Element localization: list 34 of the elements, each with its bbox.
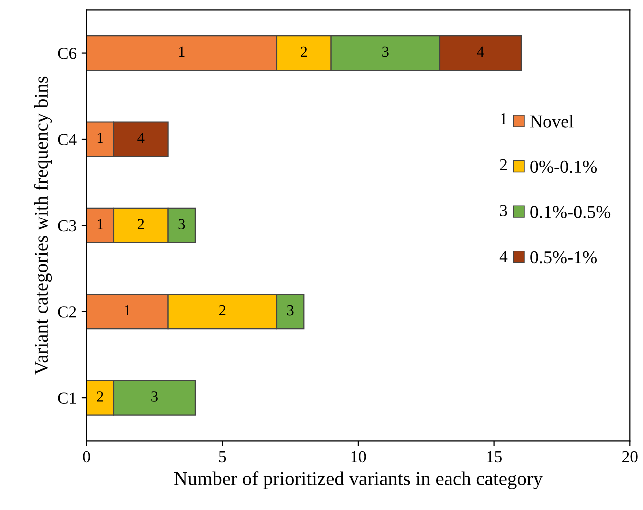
y-tick-label: C4 — [58, 134, 77, 146]
annotation: 4 — [477, 46, 484, 57]
annotation: 3 — [500, 205, 508, 216]
y-axis-title: Variant categories with frequency bins — [34, 76, 52, 376]
annotation: 3 — [152, 392, 158, 402]
annotation: 3 — [287, 305, 294, 316]
annotation: 2 — [97, 392, 104, 402]
legend-label: 0.5%-1% — [530, 251, 598, 264]
y-tick-label: C1 — [58, 392, 76, 404]
x-tick-label: 0 — [83, 451, 90, 463]
annotation: 1 — [125, 305, 130, 316]
annotation: 4 — [500, 251, 508, 262]
annotation: 3 — [178, 219, 186, 230]
annotation: 2 — [219, 305, 226, 316]
y-tick-label: C6 — [58, 48, 77, 60]
legend-label: 0.1%-0.5% — [530, 206, 611, 218]
x-axis-title: Number of prioritized variants in each category — [174, 472, 544, 490]
annotation: 1 — [98, 133, 104, 144]
x-tick-label: 10 — [352, 451, 366, 463]
annotation: 2 — [300, 46, 308, 57]
y-tick-label: C3 — [58, 220, 76, 232]
x-tick-label: 5 — [219, 452, 226, 463]
legend-label: 0%-0.1% — [530, 160, 598, 174]
legend-label: Novel — [530, 115, 574, 128]
y-tick-label: C2 — [58, 306, 76, 318]
annotation: 2 — [138, 219, 144, 230]
annotation: 1 — [179, 46, 185, 57]
annotation: 1 — [501, 114, 507, 125]
annotation: 4 — [138, 133, 145, 144]
annotation: 1 — [98, 219, 104, 230]
x-tick-label: 20 — [622, 451, 638, 463]
x-tick-label: 15 — [487, 451, 502, 463]
annotation: 3 — [382, 46, 389, 58]
annotation: 2 — [500, 159, 507, 170]
